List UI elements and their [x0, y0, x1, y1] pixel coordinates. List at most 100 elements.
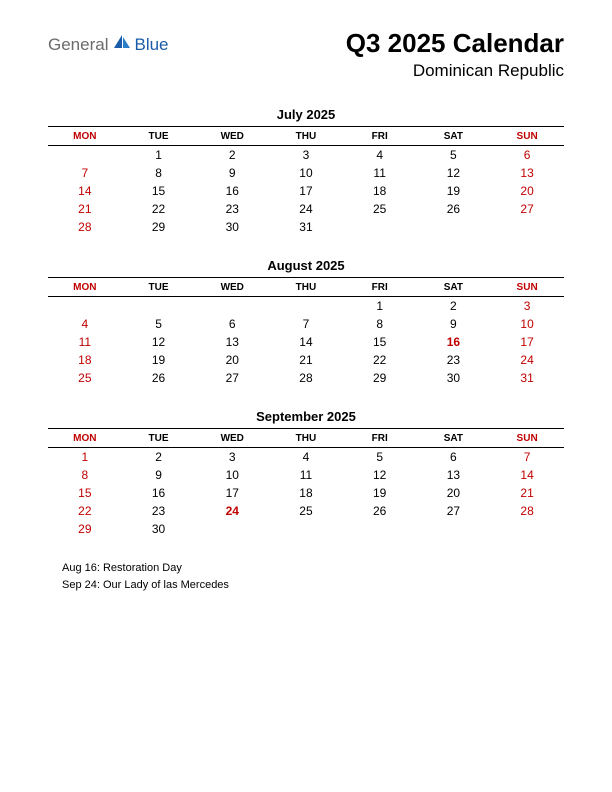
calendar-cell: 6	[490, 146, 564, 165]
calendar-cell: 14	[490, 466, 564, 484]
calendar-cell: 4	[269, 448, 343, 467]
month-title: August 2025	[48, 258, 564, 273]
day-header: WED	[195, 429, 269, 448]
calendar-cell: 27	[417, 502, 491, 520]
calendar-cell	[269, 520, 343, 538]
calendar-cell: 28	[490, 502, 564, 520]
day-header: SUN	[490, 278, 564, 297]
calendar-cell: 15	[122, 182, 196, 200]
calendar-cell: 4	[48, 315, 122, 333]
day-header: SUN	[490, 127, 564, 146]
calendar-grid: MONTUEWEDTHUFRISATSUN1234567891011121314…	[48, 428, 564, 538]
day-header: TUE	[122, 429, 196, 448]
calendar-cell: 21	[269, 351, 343, 369]
calendar-cell	[490, 520, 564, 538]
calendar-month: August 2025MONTUEWEDTHUFRISATSUN12345678…	[48, 258, 564, 387]
calendar-cell: 17	[490, 333, 564, 351]
calendar-cell: 30	[417, 369, 491, 387]
day-header: SUN	[490, 429, 564, 448]
calendar-cell: 25	[269, 502, 343, 520]
calendar-cell: 19	[417, 182, 491, 200]
day-header: MON	[48, 127, 122, 146]
calendar-cell: 8	[343, 315, 417, 333]
calendar-cell: 30	[122, 520, 196, 538]
calendar-cell: 2	[417, 297, 491, 316]
calendar-cell: 15	[48, 484, 122, 502]
calendar-cell: 13	[490, 164, 564, 182]
calendar-grid: MONTUEWEDTHUFRISATSUN1234567891011121314…	[48, 277, 564, 387]
calendar-cell: 12	[343, 466, 417, 484]
calendar-cell	[195, 297, 269, 316]
calendar-cell	[48, 297, 122, 316]
calendar-cell: 10	[490, 315, 564, 333]
calendar-cell: 20	[490, 182, 564, 200]
day-header: FRI	[343, 127, 417, 146]
calendar-cell: 28	[269, 369, 343, 387]
day-header: SAT	[417, 127, 491, 146]
day-header: TUE	[122, 278, 196, 297]
holiday-notes: Aug 16: Restoration DaySep 24: Our Lady …	[62, 560, 564, 593]
day-header: WED	[195, 278, 269, 297]
calendar-cell: 3	[490, 297, 564, 316]
logo: General Blue	[48, 34, 169, 55]
calendar-cell: 21	[490, 484, 564, 502]
calendar-cell: 22	[343, 351, 417, 369]
day-header: THU	[269, 429, 343, 448]
calendar-cell: 25	[48, 369, 122, 387]
calendar-cell: 15	[343, 333, 417, 351]
calendar-cell: 28	[48, 218, 122, 236]
page-subtitle: Dominican Republic	[346, 61, 564, 81]
header: General Blue Q3 2025 Calendar Dominican …	[48, 28, 564, 81]
day-header: MON	[48, 278, 122, 297]
calendar-cell: 17	[195, 484, 269, 502]
calendar-cell: 2	[122, 448, 196, 467]
calendar-cell: 9	[122, 466, 196, 484]
calendar-cell: 9	[417, 315, 491, 333]
calendar-cell: 5	[343, 448, 417, 467]
calendar-cell: 31	[490, 369, 564, 387]
calendar-cell: 4	[343, 146, 417, 165]
calendar-cell: 20	[195, 351, 269, 369]
calendar-cell	[48, 146, 122, 165]
calendar-cell: 10	[269, 164, 343, 182]
calendar-cell: 26	[343, 502, 417, 520]
calendar-cell: 19	[122, 351, 196, 369]
calendar-cell: 1	[48, 448, 122, 467]
calendar-cell: 24	[195, 502, 269, 520]
day-header: FRI	[343, 278, 417, 297]
calendar-cell: 13	[195, 333, 269, 351]
calendar-cell: 10	[195, 466, 269, 484]
calendar-cell	[343, 218, 417, 236]
calendar-cell: 6	[417, 448, 491, 467]
calendar-cell: 19	[343, 484, 417, 502]
calendar-cell: 26	[417, 200, 491, 218]
logo-text-blue: Blue	[134, 35, 168, 55]
calendar-cell: 7	[48, 164, 122, 182]
calendar-cell: 29	[48, 520, 122, 538]
calendar-cell: 24	[490, 351, 564, 369]
calendar-cell	[490, 218, 564, 236]
calendar-cell: 16	[122, 484, 196, 502]
calendar-cell: 1	[343, 297, 417, 316]
calendar-cell: 23	[417, 351, 491, 369]
calendar-cell: 14	[269, 333, 343, 351]
calendar-cell: 17	[269, 182, 343, 200]
day-header: SAT	[417, 278, 491, 297]
calendar-cell: 12	[417, 164, 491, 182]
calendar-cell: 13	[417, 466, 491, 484]
calendar-cell: 29	[343, 369, 417, 387]
calendar-grid: MONTUEWEDTHUFRISATSUN1234567891011121314…	[48, 126, 564, 236]
calendar-cell: 11	[48, 333, 122, 351]
day-header: WED	[195, 127, 269, 146]
sail-icon	[112, 34, 132, 55]
calendar-cell: 2	[195, 146, 269, 165]
calendar-cell: 30	[195, 218, 269, 236]
calendar-month: September 2025MONTUEWEDTHUFRISATSUN12345…	[48, 409, 564, 538]
calendar-cell: 18	[269, 484, 343, 502]
calendar-cell: 18	[48, 351, 122, 369]
month-title: July 2025	[48, 107, 564, 122]
calendar-cell: 9	[195, 164, 269, 182]
calendar-cell	[417, 520, 491, 538]
page-title: Q3 2025 Calendar	[346, 28, 564, 59]
calendar-cell: 23	[122, 502, 196, 520]
